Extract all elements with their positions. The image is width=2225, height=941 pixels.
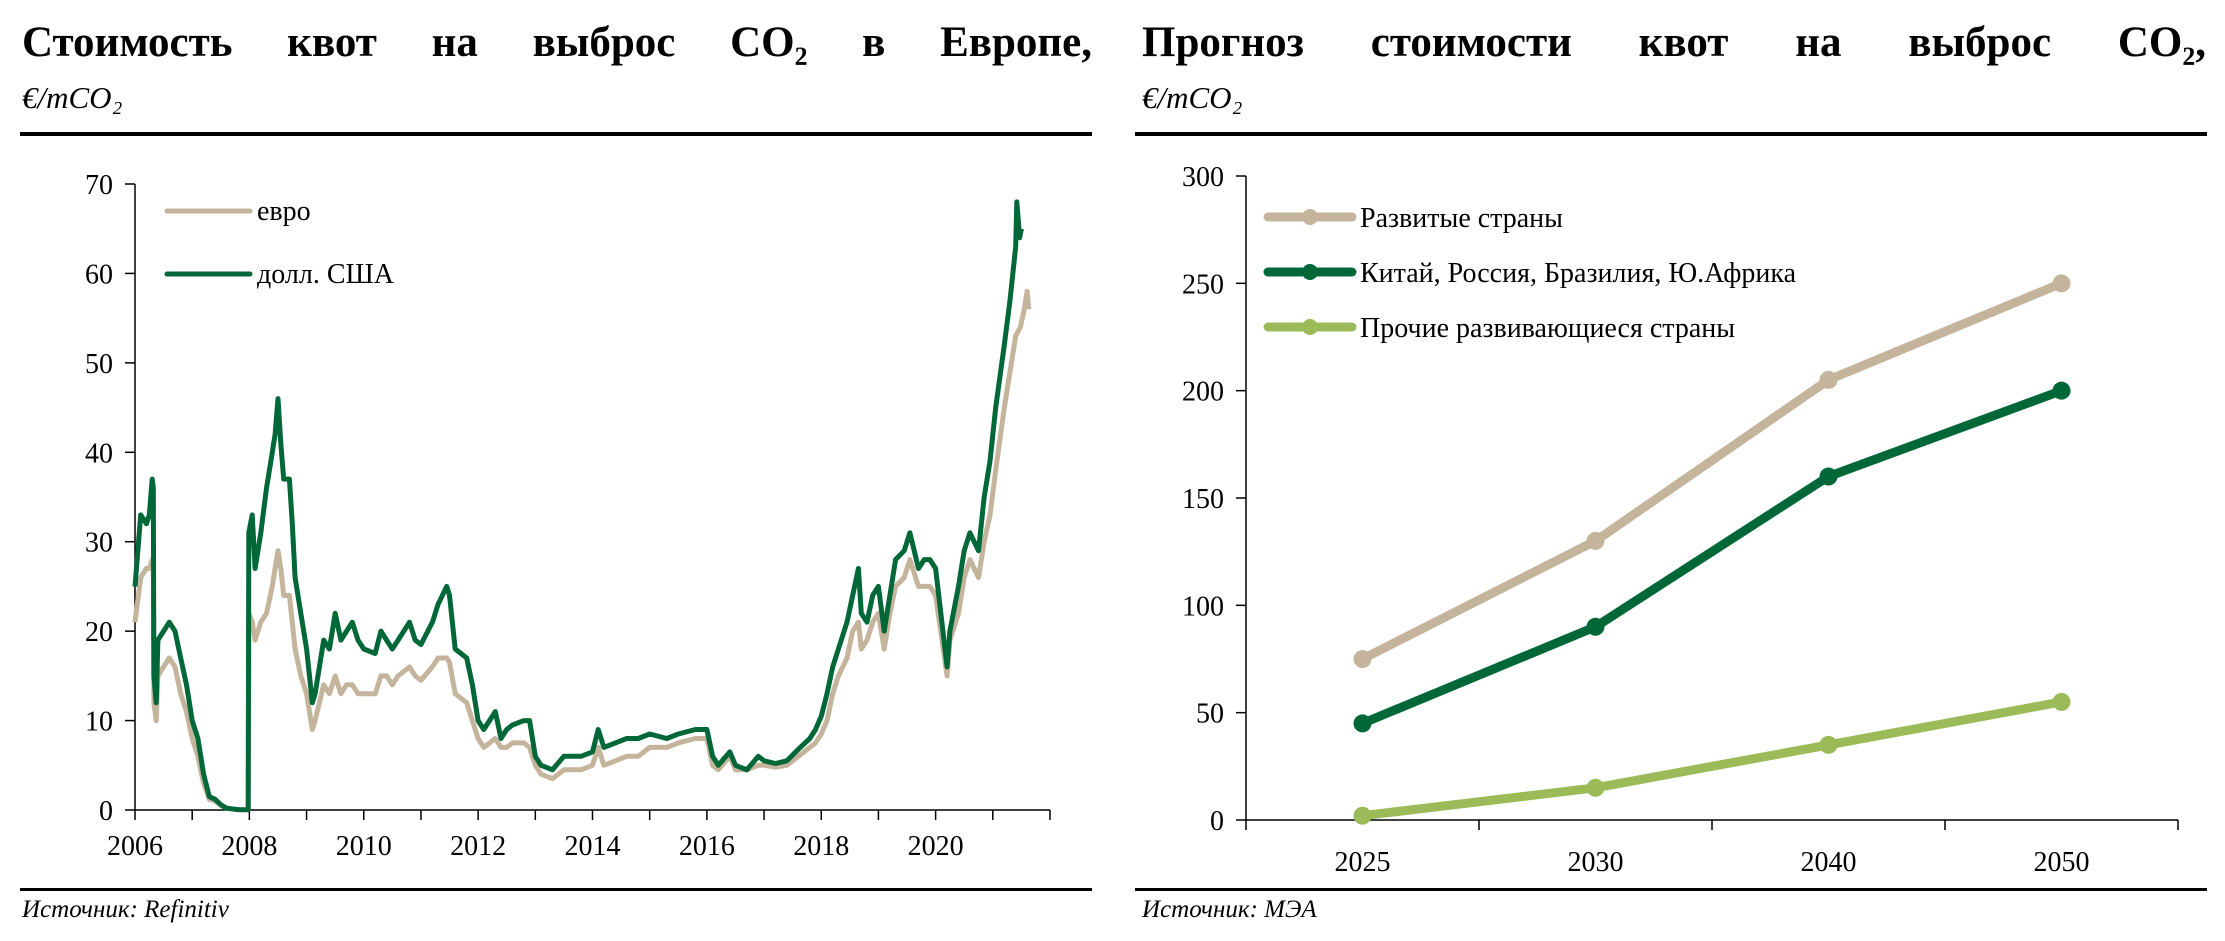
left-y-tick-label: 0 [99,796,113,827]
forecast-point [1586,531,1605,550]
left-x-tick-label: 2012 [450,831,506,862]
left-y-tick-label: 40 [85,438,113,469]
forecast-line-1 [1360,386,2064,728]
legend-euro-label: евро [257,196,311,227]
forecast-point [2052,274,2071,293]
left-x-tick-label: 2018 [793,831,849,862]
left-footer-divider [20,888,1092,891]
right-x-tick-label: 2040 [1801,847,1857,878]
right-x-tick-label: 2025 [1335,847,1391,878]
legend-marker-0 [1302,209,1318,225]
right-y-tick-label: 250 [1182,269,1224,300]
left-x-tick-label: 2016 [679,831,735,862]
usd-price-line [132,199,1024,813]
legend-label-0: Развитые страны [1360,203,1563,234]
right-y-tick-label: 0 [1210,806,1224,837]
right-title-divider [1135,132,2207,136]
left-y-tick-label: 50 [85,349,113,380]
left-y-tick-label: 60 [85,259,113,290]
legend-label-1: Китай, Россия, Бразилия, Ю.Африка [1360,258,1797,289]
forecast-point [1353,806,1372,825]
right-y-tick-label: 100 [1182,591,1224,622]
left-x-tick-label: 2020 [908,831,964,862]
forecast-point [1819,735,1838,754]
legend-label-2: Прочие развивающиеся страны [1360,313,1735,344]
left-y-tick-label: 20 [85,617,113,648]
forecast-line-0 [1360,279,2064,664]
left-chart-units: €/mCO₂ [22,80,123,115]
forecast-point [1586,617,1605,636]
forecast-point [1353,714,1372,733]
legend-usd-label: долл. США [257,259,395,290]
right-x-tick-label: 2030 [1568,847,1624,878]
right-y-tick-label: 150 [1182,484,1224,515]
left-x-tick-label: 2010 [336,831,392,862]
left-x-tick-label: 2014 [565,831,621,862]
left-y-tick-label: 70 [85,170,113,201]
forecast-point [1819,467,1838,486]
right-chart-title: Прогноз стоимости квот на выброс CO₂, [1142,19,2206,66]
legend-marker-1 [1302,264,1318,280]
right-footer-divider [1135,888,2207,891]
right-y-tick-label: 200 [1182,377,1224,408]
forecast-point [1586,778,1605,797]
euro-price-line [132,288,1032,813]
left-x-tick-label: 2006 [107,831,163,862]
forecast-point [1353,650,1372,668]
left-title-divider [20,132,1092,136]
forecast-line-2 [1361,697,2063,821]
left-source: Источник: Refinitiv [22,896,229,923]
left-x-tick-label: 2008 [221,831,277,862]
forecast-point [1819,370,1838,389]
forecast-point [2052,381,2071,400]
forecast-point [2052,692,2071,711]
right-source: Источник: МЭА [1142,896,1317,923]
left-y-tick-label: 30 [85,528,113,559]
left-y-tick-label: 10 [85,707,113,738]
right-y-tick-label: 50 [1196,699,1224,730]
legend-marker-2 [1302,319,1318,335]
right-x-tick-label: 2050 [2034,847,2090,878]
right-y-tick-label: 300 [1182,162,1224,193]
right-chart-units: €/mCO₂ [1142,80,1243,115]
left-chart-title: Стоимость квот на выброс CO₂ в Европе, [22,19,1092,66]
